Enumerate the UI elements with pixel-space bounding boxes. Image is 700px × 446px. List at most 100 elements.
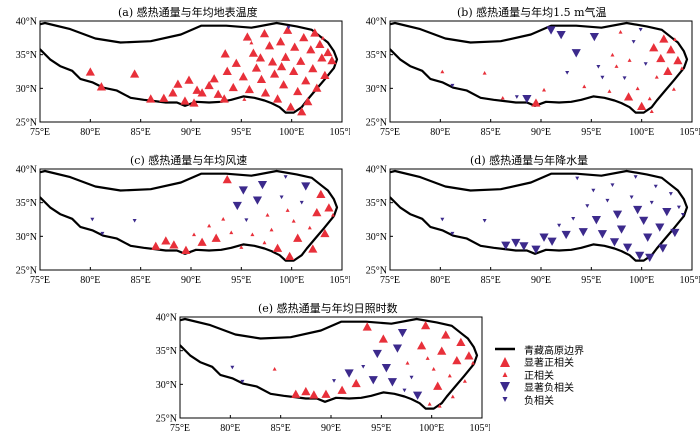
significant-positive-marker [169, 240, 179, 249]
map-b: 75°E 80°E 85°E 90°E 95°E 100°E 105°E 40°N 35°N 30… [366, 17, 700, 139]
negative-marker [557, 223, 562, 228]
significant-positive-marker [220, 49, 230, 58]
x-tick-label: 80°E [80, 127, 100, 138]
legend-label: 青藏高原边界 [524, 345, 584, 357]
significant-positive-marker [337, 385, 347, 394]
positive-marker [221, 217, 226, 221]
map-a: 75°E 80°E 85°E 90°E 95°E 100°E 105°E 40°N 35°N 30… [16, 17, 355, 139]
significant-positive-marker [310, 28, 320, 37]
positive-marker [229, 230, 234, 235]
x-tick-label: 80°E [80, 275, 100, 286]
significant-positive-marker [272, 94, 283, 103]
positive-marker [207, 223, 212, 228]
positive-marker [470, 360, 475, 365]
significant-positive-marker [197, 88, 207, 97]
positive-marker [291, 219, 296, 223]
significant-negative-marker [232, 201, 242, 211]
x-tick-label: 105°E [679, 275, 700, 286]
significant-positive-marker [673, 55, 683, 65]
significant-negative-marker [662, 207, 672, 217]
significant-positive-marker [308, 63, 318, 73]
panel-title: (a) 感热通量与年均地表温度 [118, 6, 258, 19]
significant-positive-marker [180, 96, 190, 105]
significant-positive-marker [96, 82, 107, 91]
significant-negative-marker [571, 49, 581, 58]
x-tick-label: 105°E [329, 127, 350, 138]
negative-marker [676, 205, 681, 210]
positive-marker [242, 97, 247, 101]
significant-negative-marker [561, 230, 571, 240]
significant-positive-marker [259, 28, 270, 38]
significant-positive-marker [272, 243, 283, 252]
positive-marker [405, 360, 410, 365]
negative-marker [450, 83, 455, 88]
negative-marker [605, 198, 610, 203]
significant-positive-marker [320, 228, 330, 238]
significant-positive-marker [255, 53, 266, 62]
positive-marker [618, 29, 623, 34]
significant-positive-marker [421, 320, 431, 330]
significant-negative-marker [547, 237, 557, 246]
y-tick-label: 25°N [156, 414, 177, 425]
panel-title: (b) 感热通量与年均1.5 m气温 [457, 6, 607, 19]
positive-marker [450, 394, 455, 399]
x-tick-label: 75°E [380, 275, 400, 286]
plot-frame [389, 20, 693, 123]
significant-positive-marker [320, 70, 330, 80]
positive-marker [427, 402, 432, 406]
x-tick-label: 85°E [481, 275, 501, 286]
negative-marker [230, 365, 235, 370]
significant-negative-marker [368, 376, 378, 385]
significant-positive-marker [291, 389, 301, 398]
y-tick-label: 35°N [366, 198, 387, 209]
significant-positive-marker [228, 82, 238, 92]
y-tick-label: 25°N [366, 118, 387, 129]
panel-title: (d) 感热通量与年降水量 [470, 154, 589, 167]
significant-positive-marker [293, 233, 303, 242]
significant-negative-marker [501, 241, 511, 250]
legend-label: 负相关 [524, 395, 554, 407]
positive-marker [320, 36, 325, 40]
significant-positive-marker [283, 25, 293, 34]
y-tick-label: 35°N [16, 50, 37, 61]
negative-marker [638, 27, 643, 32]
significant-negative-marker [556, 31, 566, 40]
significant-negative-marker [344, 369, 354, 378]
significant-positive-marker [267, 57, 278, 66]
significant-positive-marker [316, 189, 326, 199]
x-tick-label: 90°E [321, 423, 341, 434]
x-tick-label: 100°E [629, 127, 654, 138]
legend-label: 显著负相关 [524, 383, 574, 395]
negative-marker [482, 219, 487, 223]
positive-marker [672, 37, 677, 41]
significant-positive-marker [222, 174, 232, 184]
y-tick-label: 35°N [156, 346, 177, 357]
significant-negative-marker [238, 186, 248, 195]
legend: 青藏高原边界 显著正相关 正相关 显著负相关 负相关 [494, 343, 584, 407]
significant-negative-marker [511, 238, 521, 248]
negative-marker [450, 231, 455, 236]
y-tick-label: 30°N [16, 84, 37, 95]
negative-marker [591, 188, 596, 193]
x-tick-label: 95°E [371, 423, 391, 434]
positive-marker [285, 208, 290, 212]
positive-marker [330, 212, 335, 217]
negative-marker [240, 379, 245, 384]
x-tick-label: 100°E [279, 275, 304, 286]
significant-positive-marker [211, 233, 221, 242]
positive-marker [272, 367, 277, 371]
positive-marker [192, 232, 197, 237]
x-tick-label: 85°E [271, 423, 291, 434]
significant-positive-marker [317, 53, 327, 62]
significant-positive-marker [441, 330, 451, 339]
significant-negative-marker [643, 233, 653, 242]
negative-marker [132, 219, 137, 223]
negative-marker [649, 200, 654, 205]
negative-marker [90, 217, 95, 222]
x-tick-label: 85°E [481, 127, 501, 138]
significant-positive-marker [85, 67, 95, 76]
significant-positive-marker [285, 251, 295, 260]
y-tick-label: 40°N [366, 165, 387, 176]
significant-positive-marker [264, 41, 275, 50]
station-markers [440, 26, 684, 114]
